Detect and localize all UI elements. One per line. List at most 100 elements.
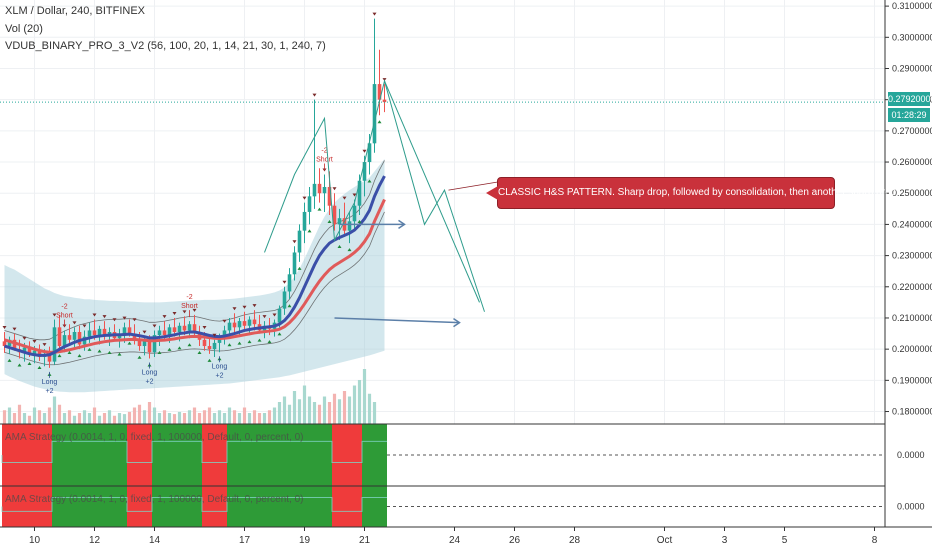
- sell-marker: [22, 336, 27, 340]
- long-signal-count: +2: [216, 372, 224, 379]
- hs-pattern-callout[interactable]: CLASSIC H&S PATTERN. Sharp drop, followe…: [486, 177, 899, 209]
- buy-marker: [67, 351, 72, 355]
- candle-body: [307, 196, 312, 212]
- candle-body: [187, 324, 192, 331]
- y-tick-label: 0.25000000: [892, 188, 932, 198]
- buy-marker: [37, 366, 42, 370]
- indicator-legend: VDUB_BINARY_PRO_3_V2 (56, 100, 20, 1, 14…: [5, 40, 326, 52]
- candle: [57, 314, 62, 350]
- short-signal-label: Short: [316, 157, 333, 164]
- sell-marker: [12, 327, 17, 331]
- sell-marker: [52, 313, 57, 317]
- candle-body: [172, 327, 177, 333]
- candle: [152, 330, 157, 357]
- long-signal-count: +2: [146, 379, 154, 386]
- volume-bar: [182, 413, 187, 424]
- volume-bar: [122, 414, 127, 424]
- volume-bar: [17, 404, 22, 424]
- volume-bar: [22, 413, 27, 424]
- volume-bar: [77, 413, 82, 424]
- candle-body: [152, 335, 157, 353]
- sell-marker: [252, 304, 257, 308]
- candle-body: [297, 230, 302, 253]
- volume-bar: [157, 413, 162, 424]
- ema-red-line: [4, 198, 386, 354]
- buy-marker: [367, 179, 372, 183]
- x-tick-label: 21: [359, 535, 371, 546]
- volume-bar: [167, 413, 172, 424]
- buy-marker: [97, 349, 102, 353]
- candle-body: [382, 99, 387, 103]
- x-tick-label: 12: [89, 535, 101, 546]
- buy-marker: [247, 340, 252, 344]
- candle: [332, 193, 337, 231]
- candle: [317, 168, 322, 203]
- last-price-tag: 0.27920000: [888, 92, 932, 106]
- y-tick-label: 0.23000000: [892, 251, 932, 261]
- candle: [347, 211, 352, 244]
- candle-body: [22, 347, 27, 353]
- countdown-tag: 01:28:29: [888, 108, 930, 122]
- volume-bar: [47, 407, 52, 424]
- candle-body: [127, 327, 132, 334]
- buy-marker: [357, 220, 362, 224]
- candle-body: [77, 332, 82, 345]
- candle-body: [322, 186, 327, 194]
- y-tick-label: 0.21000000: [892, 313, 932, 323]
- buy-marker: [57, 354, 62, 358]
- buy-marker: [77, 354, 82, 358]
- sell-marker: [202, 326, 207, 330]
- candle-body: [312, 183, 317, 197]
- y-tick-label: 0.29000000: [892, 63, 932, 73]
- x-tick-label: 26: [509, 535, 521, 546]
- candle-body: [2, 341, 7, 347]
- projection-arrowhead: [398, 219, 406, 230]
- candle: [307, 186, 312, 225]
- buy-marker: [197, 351, 202, 355]
- candle-body: [167, 327, 172, 336]
- sell-marker: [102, 315, 107, 319]
- candle-body: [222, 330, 227, 337]
- sell-marker: [42, 343, 47, 347]
- candle-body: [247, 319, 252, 326]
- volume-bar: [267, 410, 272, 424]
- volume-bar: [212, 413, 217, 424]
- candle-body: [52, 327, 57, 362]
- volume-bar: [282, 396, 287, 424]
- buy-marker: [257, 338, 262, 342]
- volume-bar: [332, 393, 337, 424]
- candle: [2, 332, 7, 353]
- candle-body: [182, 325, 187, 331]
- candle-body: [332, 205, 337, 225]
- candle-body: [132, 333, 137, 340]
- volume-bar: [62, 413, 67, 424]
- y-tick-label: 0.20000000: [892, 344, 932, 354]
- volume-bar: [312, 402, 317, 424]
- sell-marker: [312, 93, 317, 97]
- candle-body: [137, 339, 142, 347]
- buy-marker: [107, 351, 112, 355]
- candle: [377, 49, 382, 116]
- sell-marker: [192, 308, 197, 312]
- volume-bar: [2, 410, 7, 424]
- buy-marker: [167, 347, 172, 351]
- buy-marker: [237, 341, 242, 345]
- candle-body: [192, 324, 197, 334]
- buy-marker: [87, 347, 92, 351]
- y-tick-label: 0.26000000: [892, 157, 932, 167]
- long-signal-label: Long: [212, 363, 228, 370]
- candle-body: [327, 186, 332, 206]
- candle-body: [32, 350, 37, 354]
- strategy-segment: [202, 486, 227, 527]
- long-signal-label: Long: [142, 370, 158, 377]
- sell-marker: [182, 310, 187, 314]
- candle-body: [242, 321, 247, 326]
- x-tick-label: 19: [299, 535, 311, 546]
- volume-bar: [137, 404, 142, 424]
- short-signal-label: Short: [56, 312, 73, 319]
- volume-bar: [262, 413, 267, 424]
- volume-bar: [337, 399, 342, 424]
- candle-body: [302, 211, 307, 231]
- candle-body: [87, 330, 92, 337]
